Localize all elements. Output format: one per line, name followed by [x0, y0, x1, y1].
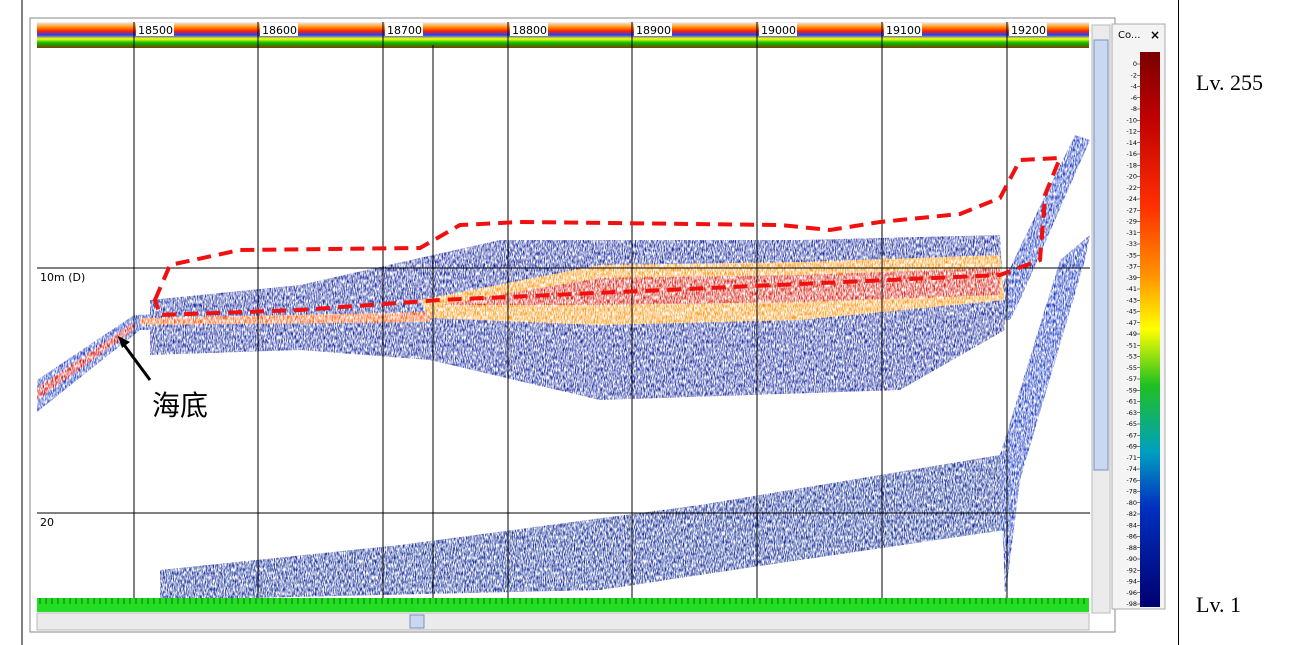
ping-label-bg	[136, 23, 174, 36]
colorbar-label: -67	[1126, 431, 1137, 439]
colorbar	[1140, 52, 1160, 607]
colorbar-label: -39	[1126, 274, 1137, 282]
colorbar-label: -92	[1126, 566, 1137, 574]
arrow-head	[118, 336, 130, 348]
colorbar-label: -63	[1126, 409, 1137, 417]
ping-label-bg	[510, 23, 548, 36]
depth-label: 10m (D)	[40, 271, 85, 284]
h-scrollbar[interactable]	[36, 612, 1090, 631]
colorbar-label: -76	[1126, 476, 1137, 484]
level-bottom: Lv. 1	[1196, 592, 1241, 617]
colorbar-label: -61	[1126, 398, 1137, 406]
colorbar-label: -74	[1126, 465, 1137, 473]
seabed-label: 海底	[152, 389, 208, 422]
colorbar-label: -53	[1126, 353, 1137, 361]
colorbar-label: -24	[1126, 195, 1137, 203]
ping-label-bg	[385, 23, 423, 36]
colorbar-label: -86	[1126, 533, 1137, 541]
top-strip	[37, 22, 1089, 48]
ping-label: 18800	[512, 24, 547, 37]
colorbar-label: -98	[1126, 600, 1137, 608]
colorbar-label: -84	[1126, 521, 1137, 529]
bottom-ruler	[37, 598, 1089, 612]
ping-label: 18700	[387, 24, 422, 37]
colorbar-label: -29	[1126, 218, 1137, 226]
ping-label-bg	[759, 23, 797, 36]
colorbar-label: -20	[1126, 173, 1137, 181]
colorbar-label: -55	[1126, 364, 1137, 372]
colorbar-label: -35	[1126, 251, 1137, 259]
grid	[37, 22, 1090, 600]
colorbar-label: -31	[1126, 229, 1137, 237]
ping-label-bg	[884, 23, 922, 36]
colorbar-label: -47	[1126, 319, 1137, 327]
depth-label: 20	[40, 516, 54, 529]
ping-label: 18500	[138, 24, 173, 37]
colorbar-label: -43	[1126, 296, 1137, 304]
ping-label: 19200	[1011, 24, 1046, 37]
colorbar-label: -96	[1126, 589, 1137, 597]
colorbar-label: -71	[1126, 454, 1137, 462]
echo-data	[37, 135, 1090, 600]
colorbar-label: -57	[1126, 375, 1137, 383]
ping-label: 18900	[636, 24, 671, 37]
colorbar-label: -22	[1126, 184, 1137, 192]
colorbar-label: -80	[1126, 499, 1137, 507]
colorbar-label: -10	[1126, 116, 1137, 124]
colorbar-label: -6	[1131, 94, 1137, 102]
scroll-thumb[interactable]	[409, 614, 425, 629]
colorbar-label: 0	[1133, 60, 1137, 68]
colorbar-label: -8	[1131, 105, 1137, 113]
ping-label-bg	[260, 23, 298, 36]
ping-label-bg	[1009, 23, 1047, 36]
colorbar-label: -14	[1126, 139, 1137, 147]
v-scroll-thumb[interactable]	[1093, 39, 1109, 471]
colorbar-label: -65	[1126, 420, 1137, 428]
annotation-arrow	[120, 341, 152, 381]
ping-label: 19000	[761, 24, 796, 37]
colorbar-label: -2	[1131, 71, 1137, 79]
colorbar-title: Co...	[1118, 30, 1140, 41]
colorbar-label: -37	[1126, 263, 1137, 271]
level-top: Lv. 255	[1196, 70, 1263, 95]
colorbar-label: -88	[1126, 544, 1137, 552]
colorbar-label: -59	[1126, 386, 1137, 394]
colorbar-label: -41	[1126, 285, 1137, 293]
colorbar-label: -90	[1126, 555, 1137, 563]
ping-label-bg	[634, 23, 672, 36]
colorbar-label: -18	[1126, 161, 1137, 169]
colorbar-label: -12	[1126, 128, 1137, 136]
right-border	[1178, 0, 1179, 645]
colorbar-label: -78	[1126, 488, 1137, 496]
colorbar-label: -33	[1126, 240, 1137, 248]
colorbar-label: -82	[1126, 510, 1137, 518]
colorbar-close[interactable]: ×	[1150, 28, 1160, 42]
colorbar-label: -27	[1126, 206, 1137, 214]
colorbar-label: -51	[1126, 341, 1137, 349]
annotation-outline	[152, 155, 1064, 318]
colorbar-label: -94	[1126, 578, 1137, 586]
colorbar-label: -49	[1126, 330, 1137, 338]
colorbar-label: -16	[1126, 150, 1137, 158]
ping-label: 19100	[886, 24, 921, 37]
colorbar-label: -69	[1126, 443, 1137, 451]
colorbar-label: -4	[1131, 83, 1137, 91]
ping-label: 18600	[262, 24, 297, 37]
colorbar-label: -45	[1126, 308, 1137, 316]
